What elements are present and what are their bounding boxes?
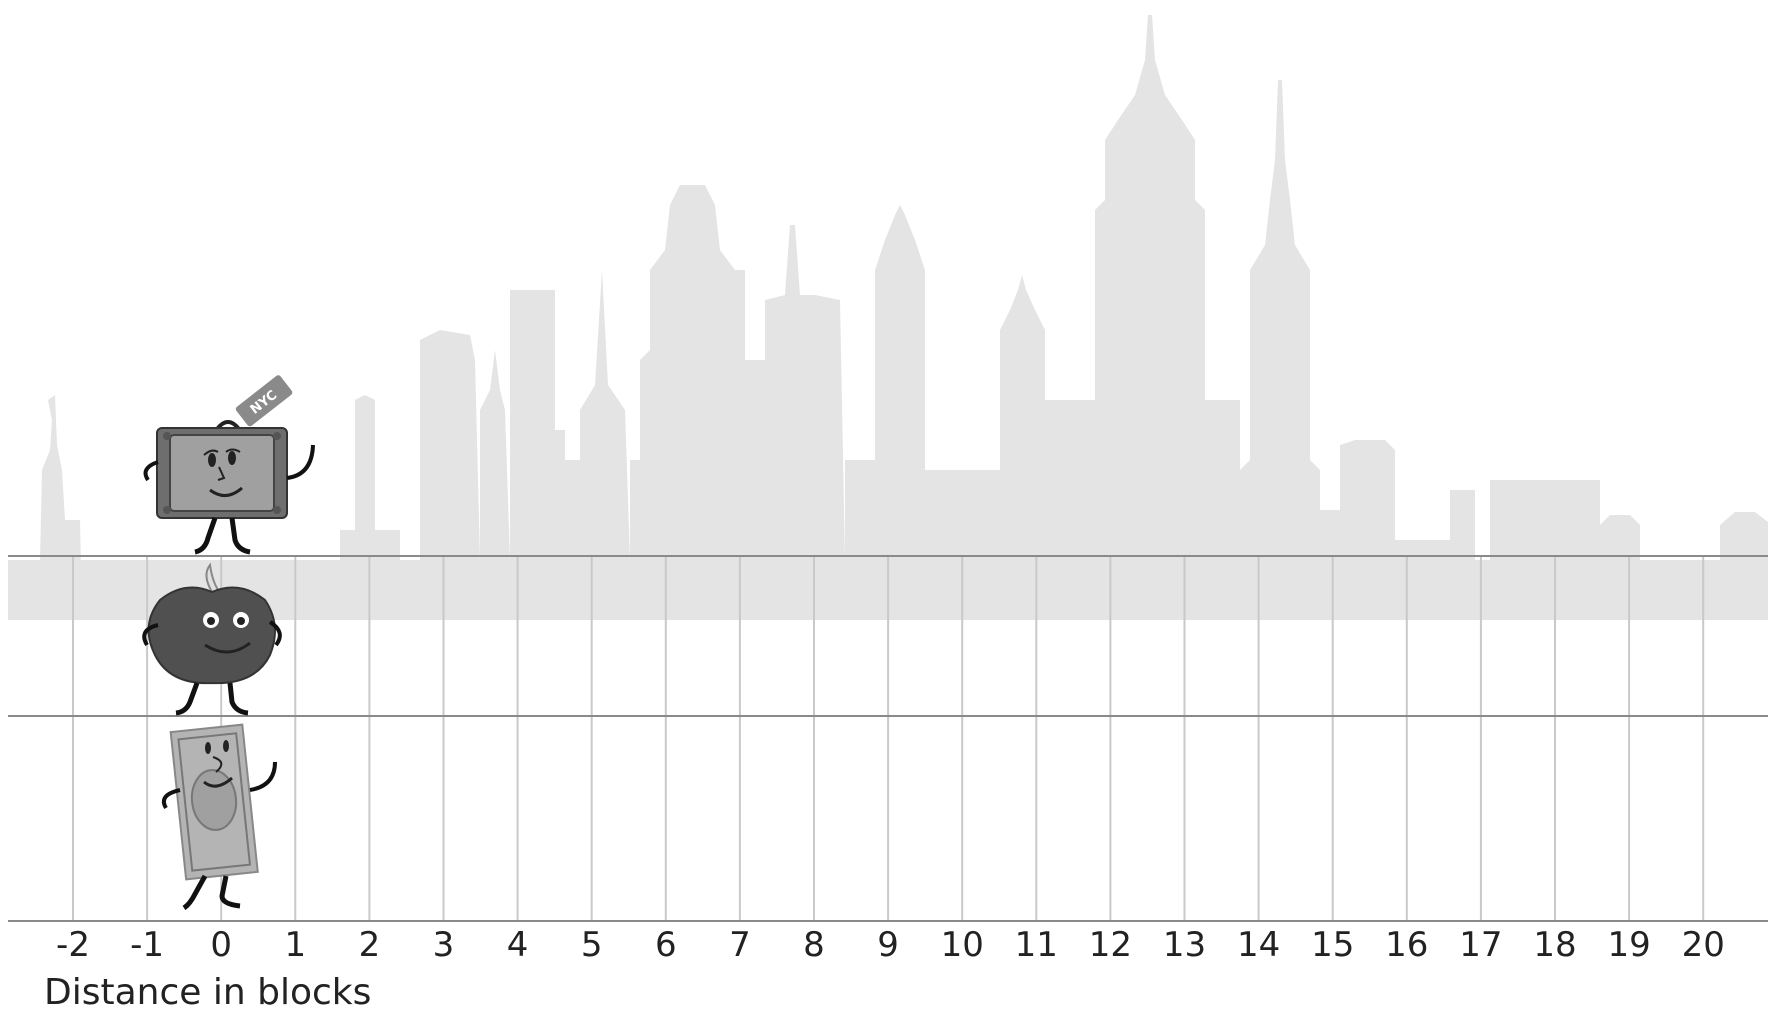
tick-label: -1 [130, 925, 164, 965]
tick-label: 2 [359, 925, 381, 965]
apple-character-icon [142, 562, 282, 716]
tick-label: 0 [210, 925, 232, 965]
tick-label: 13 [1163, 925, 1206, 965]
vertical-grid-lines [72, 556, 1705, 921]
tick-label: 7 [729, 925, 751, 965]
tick-label: 1 [284, 925, 306, 965]
tick-label: 12 [1089, 925, 1132, 965]
axis-tick-labels: -2 -1 0 1 2 3 4 5 6 7 8 9 10 11 12 13 14 15 16 17 18 19 20 [56, 925, 1725, 965]
dollar-bill-character-icon [161, 723, 277, 911]
suitcase-character-icon: NYC [143, 375, 315, 555]
row-divider-lines [8, 555, 1768, 922]
tick-label: 9 [877, 925, 899, 965]
tick-label: 3 [433, 925, 455, 965]
tick-label: 20 [1682, 925, 1725, 965]
tick-label: 16 [1385, 925, 1428, 965]
tick-label: 4 [507, 925, 529, 965]
tick-label: 19 [1607, 925, 1650, 965]
tick-label: 8 [803, 925, 825, 965]
tick-label: 18 [1533, 925, 1576, 965]
tick-label: 6 [655, 925, 677, 965]
tick-label: -2 [56, 925, 90, 965]
tick-label: 11 [1015, 925, 1058, 965]
nyc-skyline-silhouette [8, 15, 1768, 620]
tick-label: 10 [941, 925, 984, 965]
tick-label: 14 [1237, 925, 1280, 965]
luggage-tag-icon: NYC [235, 375, 293, 427]
tick-label: 15 [1311, 925, 1354, 965]
tick-label: 17 [1459, 925, 1502, 965]
tick-label: 5 [581, 925, 603, 965]
axis-title: Distance in blocks [44, 972, 371, 1013]
